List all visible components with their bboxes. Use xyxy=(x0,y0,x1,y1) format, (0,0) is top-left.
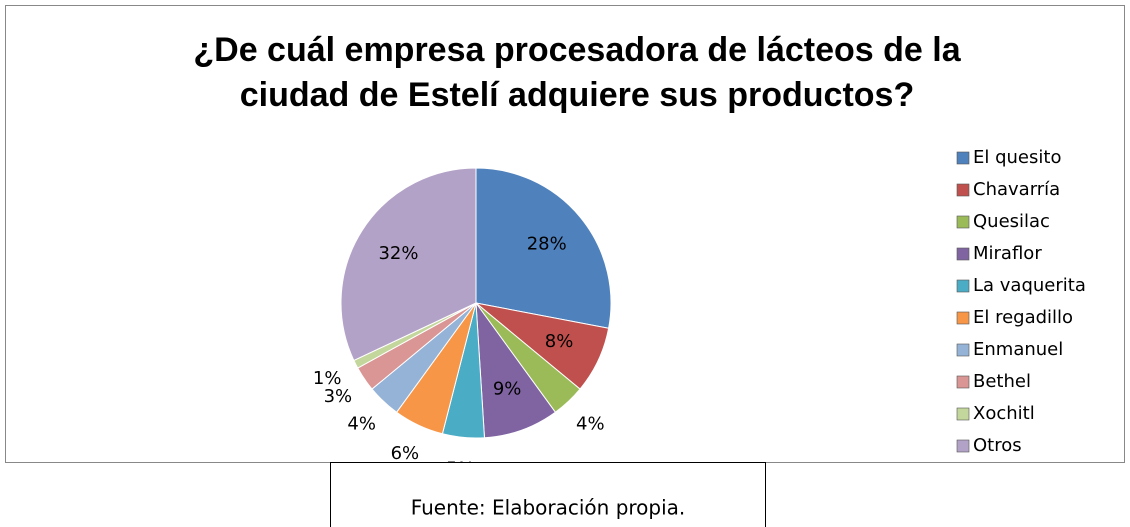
pie-slice xyxy=(340,167,477,362)
legend-swatch xyxy=(956,247,970,261)
legend-label: El regadillo xyxy=(973,307,1073,328)
data-label: 4% xyxy=(576,414,605,435)
chart-title: ¿De cuál empresa procesadora de lácteos … xyxy=(193,31,961,69)
legend-label: Chavarría xyxy=(973,179,1060,200)
data-label: 6% xyxy=(391,443,420,464)
legend-label: Enmanuel xyxy=(973,339,1063,360)
legend-swatch xyxy=(956,311,970,325)
legend-swatch xyxy=(956,279,970,293)
legend-label: Xochitl xyxy=(973,403,1035,424)
legend-label: Otros xyxy=(973,435,1022,456)
legend-label: Quesilac xyxy=(973,211,1050,232)
data-label: 8% xyxy=(545,331,574,352)
legend-swatch xyxy=(956,183,970,197)
pie-slice xyxy=(475,167,612,329)
legend-label: El quesito xyxy=(973,147,1061,168)
legend: El quesito Chavarría Quesilac Miraflor La va… xyxy=(956,147,1086,456)
legend-swatch xyxy=(956,343,970,357)
data-label: 32% xyxy=(378,243,418,264)
data-label: 1% xyxy=(313,368,342,389)
source-box xyxy=(330,462,766,527)
legend-swatch xyxy=(956,407,970,421)
data-label: 3% xyxy=(324,386,353,407)
chart-title: ciudad de Estelí adquiere sus productos? xyxy=(240,76,914,114)
data-label: 9% xyxy=(493,378,522,399)
legend-swatch xyxy=(956,215,970,229)
legend-swatch xyxy=(956,151,970,165)
source-text: Fuente: Elaboración propia. xyxy=(411,496,686,520)
legend-swatch xyxy=(956,375,970,389)
data-label: 4% xyxy=(347,414,376,435)
legend-swatch xyxy=(956,439,970,453)
legend-label: Bethel xyxy=(973,371,1031,392)
data-label: 28% xyxy=(527,233,567,254)
legend-label: La vaquerita xyxy=(973,275,1086,296)
legend-label: Miraflor xyxy=(973,243,1042,264)
